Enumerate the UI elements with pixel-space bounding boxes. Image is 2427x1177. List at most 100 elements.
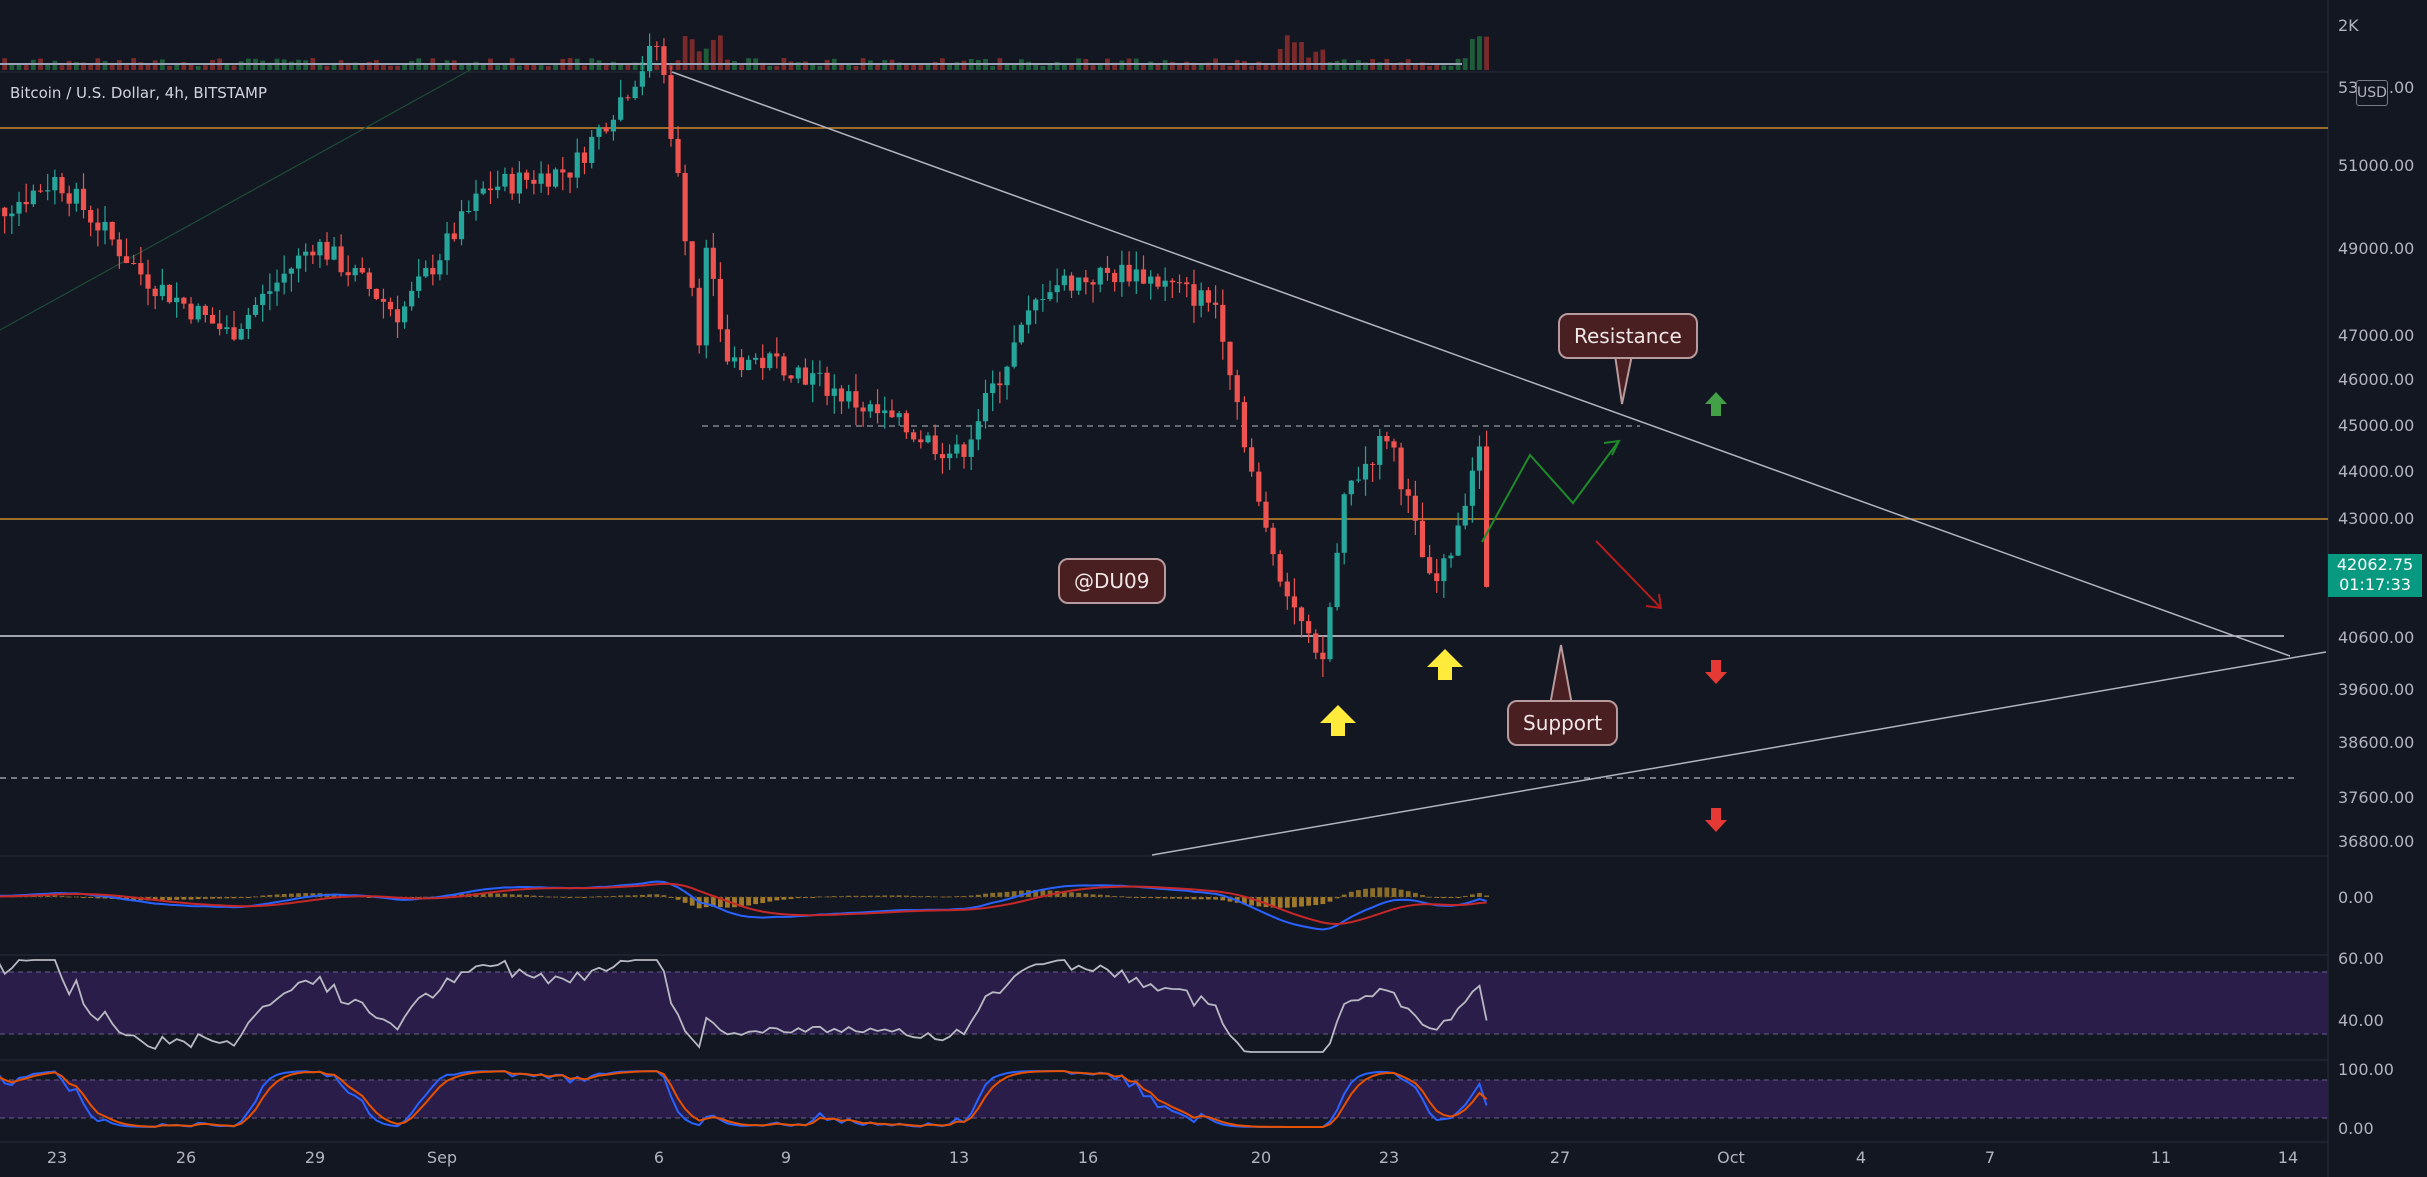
support-callout[interactable]: Support: [1507, 700, 1619, 746]
candle-body: [753, 357, 759, 360]
macd-histogram-bar: [1398, 889, 1404, 897]
macd-histogram-bar: [124, 897, 129, 900]
macd-histogram-bar: [1177, 897, 1182, 899]
volume-bar: [152, 60, 158, 70]
macd-histogram-bar: [1069, 892, 1074, 897]
candle-body: [625, 97, 631, 99]
candle-body: [260, 293, 266, 305]
candle-body: [925, 435, 931, 443]
candle-body: [788, 375, 794, 379]
bearish-projection-arrowhead: [1645, 593, 1663, 610]
candle-body: [731, 357, 738, 362]
resistance-callout[interactable]: Resistance: [1558, 313, 1698, 359]
macd-histogram-bar: [983, 893, 988, 897]
candle-body: [824, 372, 830, 396]
time-axis[interactable]: 23 26 29 Sep 6 9 13 16 20 23 27 Oct 4 7 …: [47, 1148, 2298, 1167]
candle-body: [480, 188, 486, 194]
macd-histogram-bar: [488, 893, 493, 897]
candle-body: [668, 74, 674, 139]
macd-histogram-bar: [903, 895, 909, 897]
candle-body: [654, 45, 660, 47]
candle-body: [352, 268, 358, 276]
candle-body: [359, 268, 365, 273]
macd-histogram-bar: [725, 897, 730, 908]
candle-body: [947, 453, 953, 459]
descending-trendline[interactable]: [671, 71, 2291, 657]
candle-body: [274, 282, 280, 292]
macd-histogram-bar: [560, 896, 566, 898]
candle-body: [1341, 494, 1347, 553]
macd-histogram-bar: [853, 895, 859, 897]
volume-bar: [1198, 63, 1204, 70]
macd-histogram-bar: [846, 895, 852, 897]
volume-bar: [102, 60, 108, 70]
candle-body: [466, 210, 472, 212]
currency-badge[interactable]: USD: [2356, 80, 2388, 106]
candle-body: [982, 393, 989, 422]
candle-body: [1291, 596, 1298, 608]
volume-bar: [366, 61, 372, 70]
volume-bar: [1277, 48, 1283, 70]
volume-bar: [696, 51, 702, 70]
macd-histogram-bar: [746, 897, 752, 906]
stoch-d-line: [0, 1070, 1488, 1128]
macd-histogram-bar: [1249, 897, 1255, 906]
volume-bar: [1054, 61, 1060, 70]
volume-bar: [632, 62, 638, 70]
macd-histogram-bar: [1441, 897, 1447, 899]
volume-bar: [524, 63, 530, 70]
volume-bar: [1284, 35, 1290, 70]
candle-body: [939, 454, 946, 459]
macd-histogram-bar: [703, 897, 709, 908]
candle-body: [444, 233, 450, 261]
macd-histogram-bar: [1412, 892, 1418, 897]
candle-body: [817, 372, 823, 374]
candle-body: [188, 303, 194, 320]
volume-bar: [1177, 64, 1182, 70]
volume-bar: [1391, 63, 1397, 70]
candle-body: [581, 152, 588, 163]
candle-body: [1455, 525, 1461, 556]
volume-bar: [81, 62, 86, 70]
candle-body: [1227, 341, 1233, 376]
macd-histogram-bar: [875, 895, 880, 897]
ascending-trendline[interactable]: [1151, 651, 2327, 856]
macd-histogram-bar: [732, 897, 737, 908]
volume-bar: [9, 64, 15, 70]
volume-bar: [538, 65, 544, 70]
candle-body: [610, 119, 617, 132]
candle-body: [1469, 470, 1475, 506]
volume-bar: [1434, 64, 1440, 70]
macd-histogram-bar: [1277, 897, 1283, 908]
candle-body: [975, 421, 981, 440]
macd-histogram-bar: [1405, 891, 1411, 897]
time-tick: 13: [949, 1148, 969, 1167]
macd-histogram-bar: [1033, 890, 1039, 897]
candle-body: [1377, 436, 1383, 465]
time-tick: Oct: [1717, 1148, 1745, 1167]
candle-body: [252, 304, 259, 315]
macd-histogram-bar: [632, 895, 638, 897]
candle-body: [1355, 479, 1362, 481]
macd-histogram-bar: [338, 894, 344, 897]
candle-body: [524, 172, 530, 180]
macd-histogram-bar: [260, 895, 266, 897]
candle-body: [152, 288, 158, 297]
macd-histogram-bar: [1348, 891, 1354, 897]
candle-body: [1234, 375, 1240, 403]
candle-body: [95, 222, 101, 231]
candle-body: [675, 138, 681, 174]
volume-bar: [1398, 62, 1404, 70]
macd-histogram-bar: [1227, 897, 1233, 902]
volume-bar: [990, 65, 996, 70]
candle-body: [1155, 276, 1161, 287]
macd-histogram-bar: [516, 894, 522, 897]
volume-bar: [553, 63, 558, 70]
watermark-callout[interactable]: @DU09: [1058, 558, 1166, 604]
volume-bar: [1169, 61, 1175, 70]
volume-bar: [473, 61, 479, 70]
macd-histogram-bar: [1320, 897, 1326, 905]
symbol-title[interactable]: Bitcoin / U.S. Dollar, 4h, BITSTAMP: [10, 84, 268, 102]
candle-body: [1104, 267, 1111, 273]
